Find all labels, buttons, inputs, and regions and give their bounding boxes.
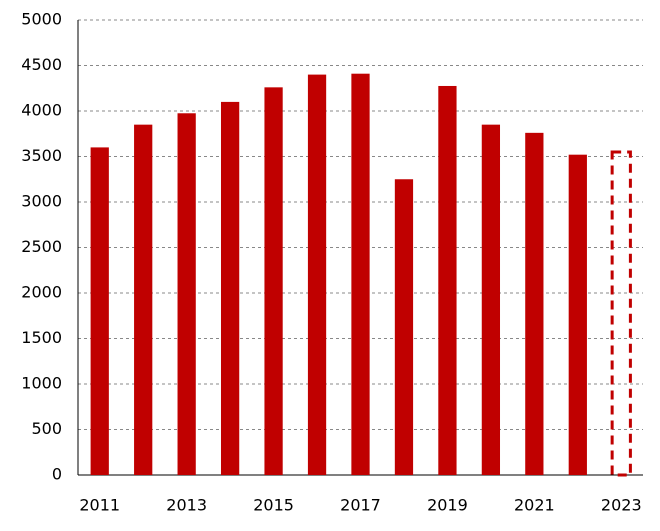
y-tick-label: 4500 [21, 55, 62, 74]
bar [134, 124, 153, 476]
bar [568, 154, 587, 475]
x-tick-label: 2013 [166, 496, 207, 515]
y-tick-label: 3500 [21, 146, 62, 165]
y-tick-label: 500 [31, 419, 62, 438]
y-tick-label: 2500 [21, 237, 62, 256]
bar [220, 101, 240, 476]
y-tick-label: 0 [52, 465, 62, 484]
bar [525, 132, 544, 475]
bar [90, 147, 109, 475]
x-tick-label: 2017 [340, 496, 381, 515]
x-tick-label: 2021 [514, 496, 555, 515]
bar [481, 124, 501, 476]
x-tick-label: 2015 [253, 496, 294, 515]
x-tick-label: 2019 [427, 496, 468, 515]
bar [610, 150, 632, 477]
y-tick-label: 5000 [21, 10, 62, 29]
bar [307, 74, 327, 475]
bar [438, 85, 457, 475]
y-tick-label: 1500 [21, 328, 62, 347]
bar [264, 87, 283, 475]
y-tick-label: 4000 [21, 101, 62, 120]
bar [177, 113, 196, 476]
y-tick-label: 1000 [21, 374, 62, 393]
y-tick-label: 3000 [21, 192, 62, 211]
y-tick-label: 2000 [21, 283, 62, 302]
bar [394, 179, 414, 475]
x-tick-label: 2011 [79, 496, 120, 515]
bar [351, 73, 370, 475]
x-tick-label: 2023 [601, 496, 642, 515]
